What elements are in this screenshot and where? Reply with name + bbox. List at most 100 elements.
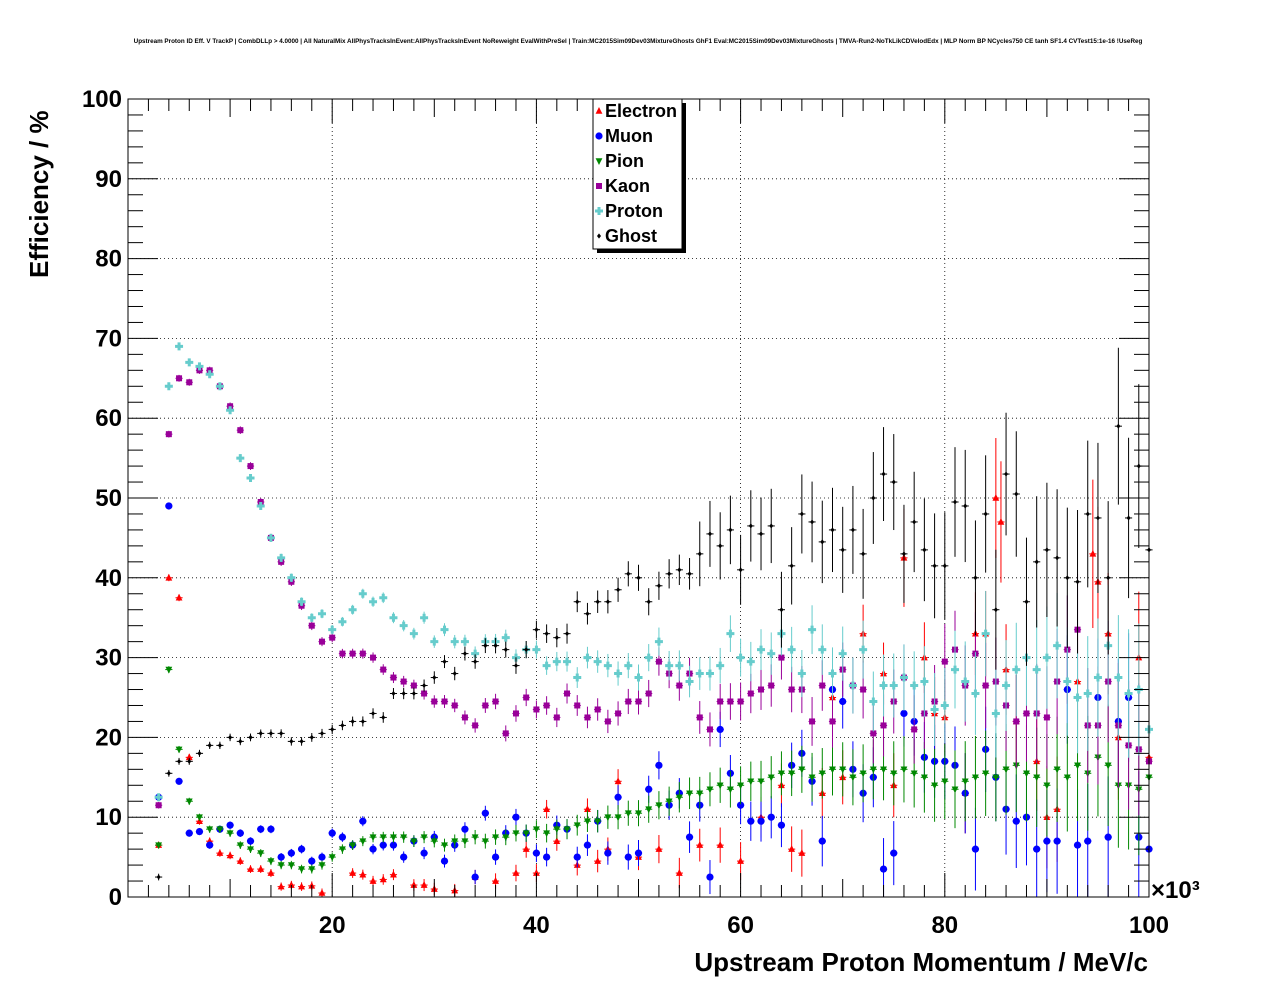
data-point-proton: [317, 609, 326, 618]
data-point-kaon: [390, 674, 397, 681]
data-point-ghost: [993, 607, 998, 613]
data-point-ghost: [565, 631, 570, 637]
data-point-muon: [645, 785, 653, 793]
y-tick-label: 100: [82, 86, 122, 113]
data-point-pion: [839, 766, 847, 774]
data-point-ghost: [330, 726, 335, 733]
data-point-ghost: [493, 643, 498, 649]
data-point-ghost: [799, 511, 804, 517]
data-point-pion: [992, 774, 1000, 782]
data-point-proton: [287, 573, 296, 582]
data-point-proton: [399, 621, 408, 630]
data-point-proton: [389, 613, 398, 622]
data-point-kaon: [594, 706, 601, 713]
data-point-proton: [634, 673, 643, 682]
data-point-electron: [236, 857, 244, 864]
data-point-proton: [297, 597, 306, 606]
data-point-proton: [603, 661, 612, 670]
data-point-kaon: [1023, 710, 1030, 717]
data-point-pion: [461, 838, 469, 846]
data-point-electron: [997, 517, 1005, 525]
data-point-proton: [808, 625, 817, 634]
data-point-muon: [604, 849, 612, 857]
data-point-ghost: [279, 730, 284, 737]
data-point-pion: [818, 770, 826, 778]
data-point-kaon: [706, 726, 713, 733]
data-point-pion: [655, 802, 663, 810]
series-ghost: [155, 347, 1153, 881]
data-point-proton: [1053, 641, 1062, 650]
data-point-proton: [358, 589, 367, 598]
data-point-ghost: [1126, 515, 1131, 521]
data-point-proton: [593, 657, 602, 666]
data-point-ghost: [452, 670, 457, 677]
data-point-electron: [533, 869, 540, 876]
data-point-muon: [1012, 817, 1020, 825]
data-point-pion: [890, 770, 898, 778]
data-point-muon: [246, 837, 255, 845]
data-point-ghost: [177, 758, 182, 764]
data-point-kaon: [564, 690, 571, 697]
data-point-pion: [706, 786, 714, 794]
data-point-proton: [644, 653, 653, 662]
data-point-pion: [798, 766, 806, 774]
data-point-ghost: [616, 587, 621, 593]
data-point-pion: [175, 746, 183, 754]
chart-title: Upstream Proton ID Eff. V TrackP | CombD…: [134, 38, 1143, 45]
data-point-pion: [277, 862, 285, 870]
data-point-ghost: [1095, 515, 1100, 521]
data-point-pion: [502, 834, 510, 842]
data-point-proton: [205, 370, 214, 379]
data-point-proton: [1073, 693, 1082, 702]
y-axis-title: Efficiency / %: [24, 110, 54, 278]
axes: 0 10 20 30 40 50 60 70 80 90 100 20 40 60 80 100: [82, 86, 1169, 939]
data-point-kaon: [359, 650, 366, 657]
data-point-pion: [206, 826, 214, 834]
data-point-muon: [318, 853, 326, 861]
data-point-ghost: [1044, 547, 1049, 553]
data-point-pion: [737, 782, 744, 790]
data-point-ghost: [360, 718, 365, 725]
data-point-kaon: [717, 698, 724, 705]
legend: Electron Muon Pion Kaon Proton Ghost: [592, 98, 686, 253]
data-point-kaon: [482, 702, 489, 709]
data-point-kaon: [1013, 718, 1020, 725]
x-axis-title: Upstream Proton Momentum / MeV/c: [694, 947, 1148, 977]
data-point-muon: [543, 853, 551, 861]
data-point-pion: [481, 838, 489, 846]
data-point-kaon: [176, 375, 183, 382]
data-point-pion: [808, 774, 816, 782]
data-point-muon: [491, 853, 500, 861]
data-point-kaon: [615, 710, 622, 717]
data-point-proton: [940, 701, 949, 710]
data-point-ghost: [299, 738, 304, 744]
data-point-pion: [410, 838, 418, 846]
data-point-muon: [400, 853, 408, 861]
data-point-muon: [236, 829, 244, 837]
y-tick-label: 50: [95, 485, 122, 512]
data-point-kaon: [860, 686, 867, 693]
data-point-muon: [226, 821, 234, 829]
data-point-proton: [797, 669, 806, 678]
data-point-ghost: [963, 503, 968, 509]
data-point-ghost: [156, 874, 161, 880]
data-point-pion: [859, 770, 867, 778]
data-point-ghost: [575, 599, 580, 605]
data-point-muon: [175, 777, 183, 785]
data-point-muon: [471, 873, 479, 881]
data-point-proton: [654, 637, 663, 646]
data-point-pion: [318, 862, 326, 870]
data-point-ghost: [667, 571, 672, 577]
data-point-ghost: [544, 631, 549, 637]
data-point-proton: [409, 629, 418, 638]
data-point-muon: [747, 817, 755, 825]
data-point-pion: [1104, 762, 1112, 770]
data-point-proton: [838, 649, 847, 658]
data-point-ghost: [350, 718, 355, 725]
data-point-pion: [920, 774, 928, 782]
data-point-ghost: [871, 495, 876, 501]
data-point-ghost: [677, 567, 682, 573]
data-point-proton: [164, 382, 173, 391]
data-point-pion: [492, 834, 499, 842]
data-point-kaon: [584, 714, 591, 721]
